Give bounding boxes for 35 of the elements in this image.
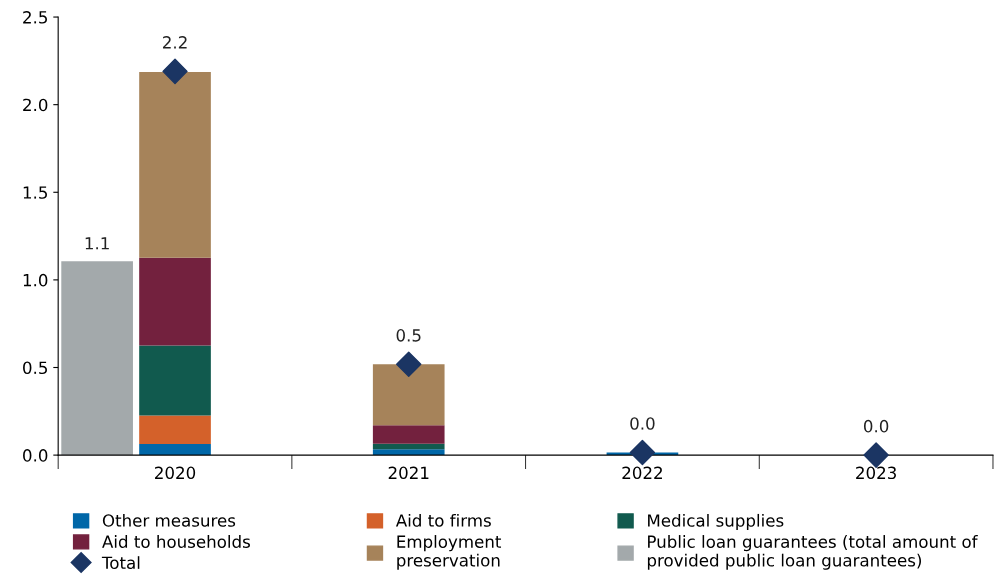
bar — [139, 444, 211, 456]
legend-label: Employment preservation — [397, 535, 502, 570]
point — [162, 58, 188, 85]
bar — [139, 415, 211, 445]
bar — [61, 261, 133, 456]
point — [395, 351, 422, 378]
x-tick-label: 2021 — [388, 466, 429, 480]
y-tick-label: 2.0 — [23, 98, 48, 112]
x-tick-label: 2020 — [155, 466, 196, 480]
y-tick-label: 2.5 — [23, 11, 47, 24]
x-tick-label: 2022 — [622, 466, 662, 480]
legend-label: Other measures — [102, 513, 236, 527]
bar — [372, 443, 445, 450]
point — [629, 439, 656, 466]
y-tick-label: 0.5 — [23, 361, 47, 375]
data-label: 1.1 — [85, 237, 109, 250]
bar — [139, 257, 211, 346]
data-label: 0.5 — [396, 329, 421, 342]
data-label: 2.2 — [162, 36, 187, 49]
legend-label: Aid to firms — [395, 513, 491, 527]
y-tick-label: 0.0 — [23, 449, 48, 462]
y-tick-label: 1.5 — [23, 186, 47, 199]
x-tick-label: 2023 — [856, 466, 896, 480]
legend-label: Aid to households — [102, 535, 250, 548]
legend-label: Public loan guarantees (total amount of provided public loan guarantees) — [647, 535, 978, 570]
bar — [372, 425, 445, 444]
bar — [139, 345, 211, 416]
legend-label: Medical supplies — [648, 513, 784, 531]
point — [863, 442, 889, 468]
y-tick-label: 1.0 — [23, 273, 48, 287]
legend-label: Total — [101, 556, 140, 570]
data-label: 0.0 — [630, 417, 655, 430]
data-label: 0.0 — [863, 419, 889, 433]
bar — [139, 72, 211, 258]
bar — [372, 364, 445, 426]
